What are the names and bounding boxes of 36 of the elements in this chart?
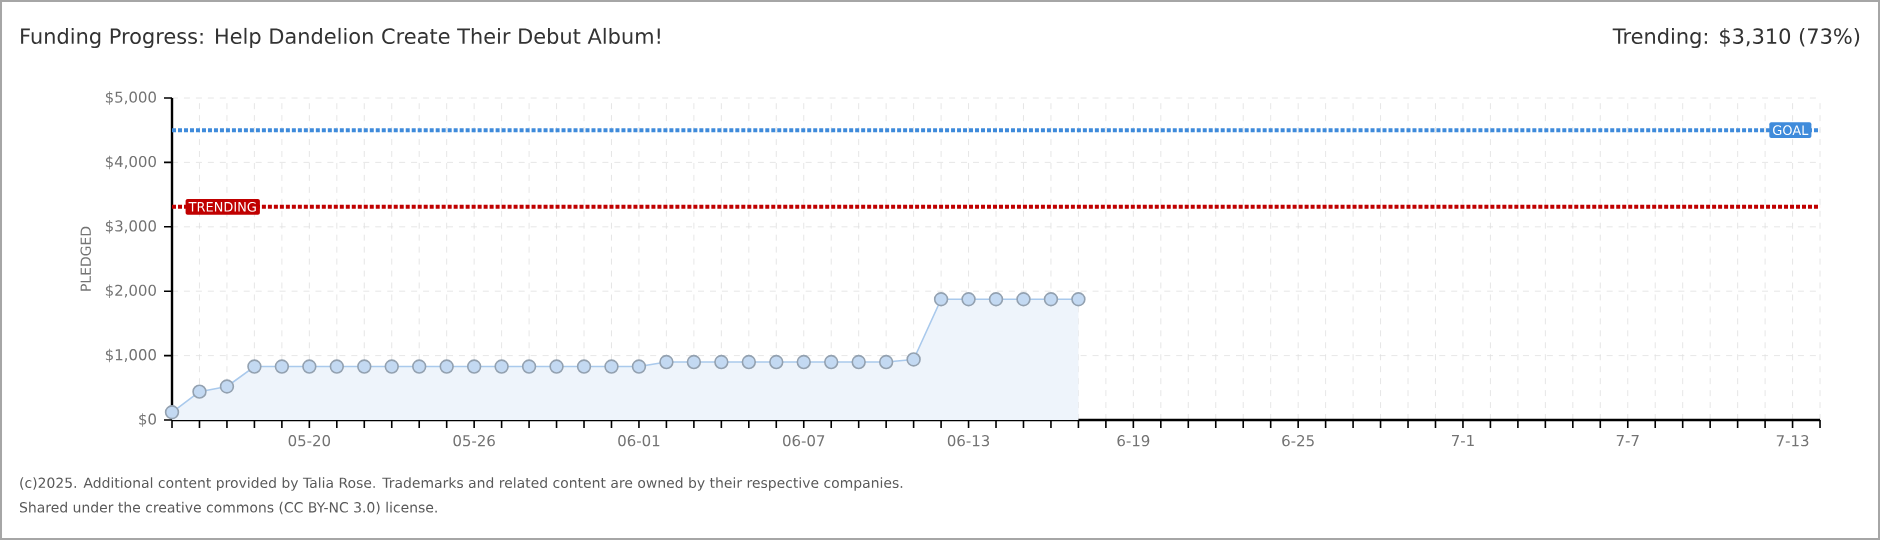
point <box>604 359 619 374</box>
point <box>824 354 839 370</box>
point <box>906 352 921 367</box>
point <box>357 359 372 374</box>
point <box>576 359 592 374</box>
point <box>412 359 427 374</box>
point <box>439 359 454 374</box>
point <box>933 292 949 307</box>
point <box>686 354 702 370</box>
point <box>988 292 1004 307</box>
chart-subtitle: Trending: $3,310 (73%) <box>1612 27 1860 49</box>
point <box>878 354 894 370</box>
point <box>247 359 262 374</box>
point <box>466 359 482 374</box>
point <box>219 379 235 394</box>
point <box>494 359 509 374</box>
point <box>1071 292 1086 307</box>
point <box>769 354 784 370</box>
point <box>1043 292 1059 307</box>
point <box>549 359 564 374</box>
point <box>302 359 317 374</box>
point <box>1016 292 1031 307</box>
point <box>521 359 537 374</box>
point <box>631 359 647 374</box>
point <box>329 359 345 374</box>
point <box>164 405 180 420</box>
chart-title: Funding Progress: Help Dandelion Create Their Debut Album! <box>21 27 660 49</box>
point <box>741 354 757 370</box>
point <box>714 354 729 370</box>
point <box>796 354 811 370</box>
point <box>961 292 976 307</box>
point <box>192 384 207 399</box>
point <box>659 354 674 370</box>
point <box>384 359 399 374</box>
point <box>851 354 866 370</box>
point <box>274 359 290 374</box>
